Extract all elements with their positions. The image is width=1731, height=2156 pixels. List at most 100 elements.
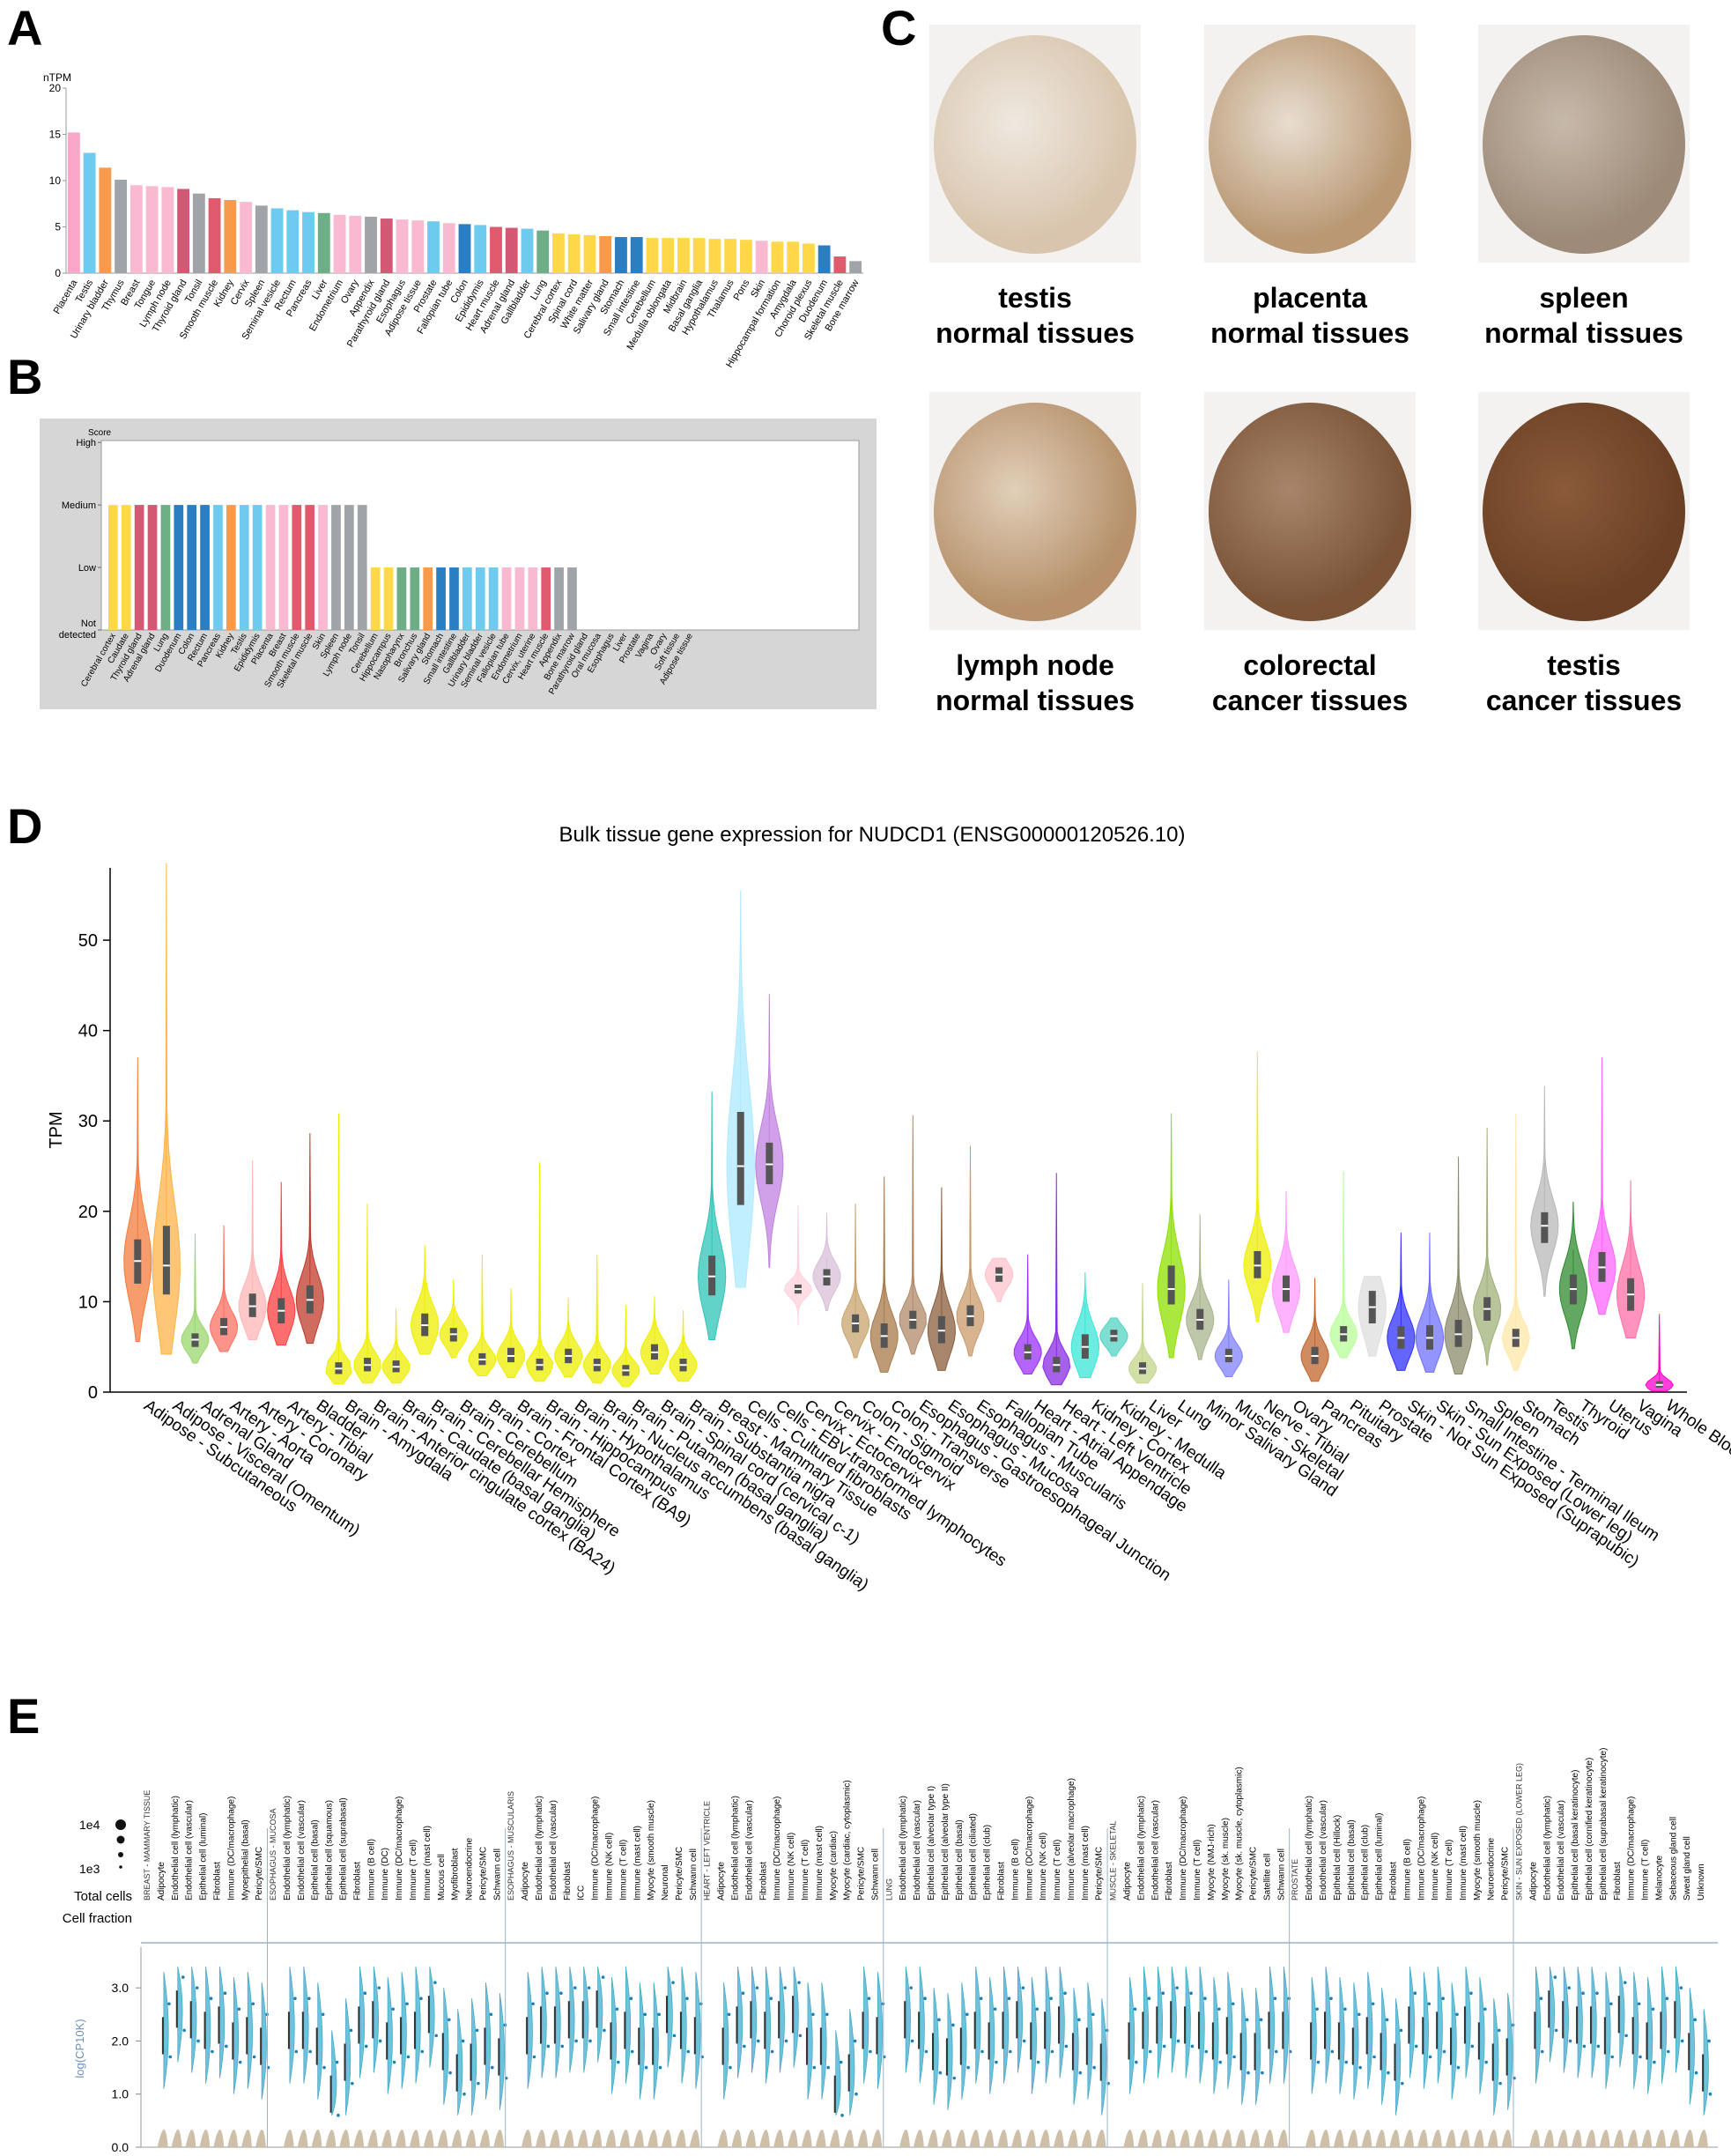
cell-type-label: Epithelial cell (cornified keratinocyte) <box>1585 1758 1594 1900</box>
point <box>168 2055 173 2059</box>
cell-type-label: Epithelial cell (luminal) <box>199 1813 209 1900</box>
bar <box>380 219 393 273</box>
background-distribution <box>423 2130 434 2147</box>
cell-type-label: Pericyte/SMC <box>255 1847 264 1900</box>
point <box>532 2055 536 2059</box>
iqr-box <box>937 1315 945 1344</box>
violin-half <box>1143 1966 1150 2084</box>
violin-half <box>961 1982 967 2100</box>
violin-half <box>247 1972 253 2089</box>
point <box>1148 2049 1152 2054</box>
bar <box>161 187 174 273</box>
bar <box>278 505 289 630</box>
point <box>784 2039 788 2043</box>
violin-half <box>681 1966 687 2084</box>
background-distribution <box>1277 2130 1289 2147</box>
iqr-box <box>823 1269 831 1285</box>
point <box>854 2092 858 2096</box>
bar <box>646 238 659 273</box>
violin-half <box>1339 1977 1345 2094</box>
y-tick-label: 5 <box>55 221 61 233</box>
point <box>1246 2071 1250 2075</box>
bar <box>224 200 237 273</box>
point <box>657 2012 661 2017</box>
bar <box>270 208 284 273</box>
violin-half <box>1493 1998 1499 2115</box>
violin-half <box>1283 1966 1290 2084</box>
background-distribution <box>927 2130 938 2147</box>
violin-half <box>1325 1966 1331 2084</box>
bar <box>475 567 485 630</box>
cell-type-label: Immune (DC) <box>381 1848 390 1900</box>
bar <box>449 567 459 630</box>
bar <box>739 240 752 273</box>
cell-type-label: Melanocyte <box>1654 1855 1664 1900</box>
cell-type-label: Immune (DC/macrophage) <box>773 1797 782 1900</box>
bar <box>121 505 131 630</box>
panel-label-a: A <box>7 0 43 56</box>
point <box>910 2039 914 2043</box>
background-distribution <box>1207 2130 1218 2147</box>
point <box>1092 2065 1096 2070</box>
background-distribution <box>241 2130 253 2147</box>
point <box>1665 1997 1669 2001</box>
cell-type-label: Immune (T cell) <box>801 1840 810 1900</box>
point <box>1217 2007 1221 2012</box>
background-distribution <box>605 2130 617 2147</box>
row-label: Total cells <box>74 1889 132 1904</box>
point <box>1161 1991 1165 1995</box>
violin-half <box>401 1972 407 2089</box>
violin-half <box>177 1966 183 2063</box>
point <box>1694 2071 1698 2075</box>
point <box>1624 2034 1628 2038</box>
cell-type-label: Immune (DC/macrophage) <box>591 1797 601 1900</box>
cell-type-label: Immune (NK cell) <box>604 1833 614 1900</box>
background-distribution <box>157 2130 168 2147</box>
violin-half <box>793 1966 799 2068</box>
cell-type-label: Pericyte/SMC <box>1501 1847 1511 1900</box>
bar <box>344 505 354 630</box>
cell-type-label: Endothelial cell (lymphatic) <box>731 1796 741 1900</box>
cell-type-label: Fibroblast <box>1165 1862 1174 1900</box>
panel-label-e: E <box>7 1688 41 1744</box>
cell-type-label: Epithelial cell (squamous) <box>325 1800 335 1900</box>
cell-type-label: Neuroendocrine <box>1487 1837 1497 1900</box>
point <box>293 1997 297 2001</box>
background-distribution <box>199 2130 211 2147</box>
bar <box>630 237 643 273</box>
bar <box>396 219 409 273</box>
point <box>308 2049 312 2054</box>
cell-type-label: Pericyte/SMC <box>478 1847 488 1900</box>
iqr-box <box>507 1347 514 1363</box>
point <box>643 2012 647 2017</box>
background-distribution <box>1305 2130 1316 2147</box>
point <box>1176 2039 1180 2043</box>
point <box>223 1991 227 1995</box>
point <box>1596 2044 1601 2049</box>
violin-half <box>933 1988 939 2105</box>
background-distribution <box>1081 2130 1092 2147</box>
iqr-box <box>1167 1265 1175 1305</box>
caption-line-1: placenta <box>1253 282 1367 314</box>
cell-type-label: Endothelial cell (vascular) <box>297 1800 307 1900</box>
violin-half <box>1353 1982 1359 2100</box>
point <box>783 1986 787 1989</box>
point <box>531 2002 535 2006</box>
point <box>1414 2044 1418 2049</box>
point <box>252 2055 256 2059</box>
caption-line-2: cancer tissues <box>1485 685 1683 716</box>
cell-type-label: Myocyte (cardiac, cytoplasmic) <box>843 1780 853 1900</box>
y-tick-label: High <box>76 438 96 448</box>
cell-type-label: Immune (mast cell) <box>1081 1826 1091 1900</box>
bar <box>239 505 249 630</box>
caption-line-1: spleen <box>1539 282 1629 314</box>
background-distribution <box>1613 2130 1624 2147</box>
point <box>965 2012 969 2017</box>
violin-half <box>1157 1966 1164 2078</box>
bar <box>255 205 268 273</box>
background-distribution <box>619 2130 631 2147</box>
point <box>377 1986 381 1989</box>
background-distribution <box>1235 2130 1246 2147</box>
tissue-core <box>934 35 1136 254</box>
point <box>909 1986 914 1989</box>
